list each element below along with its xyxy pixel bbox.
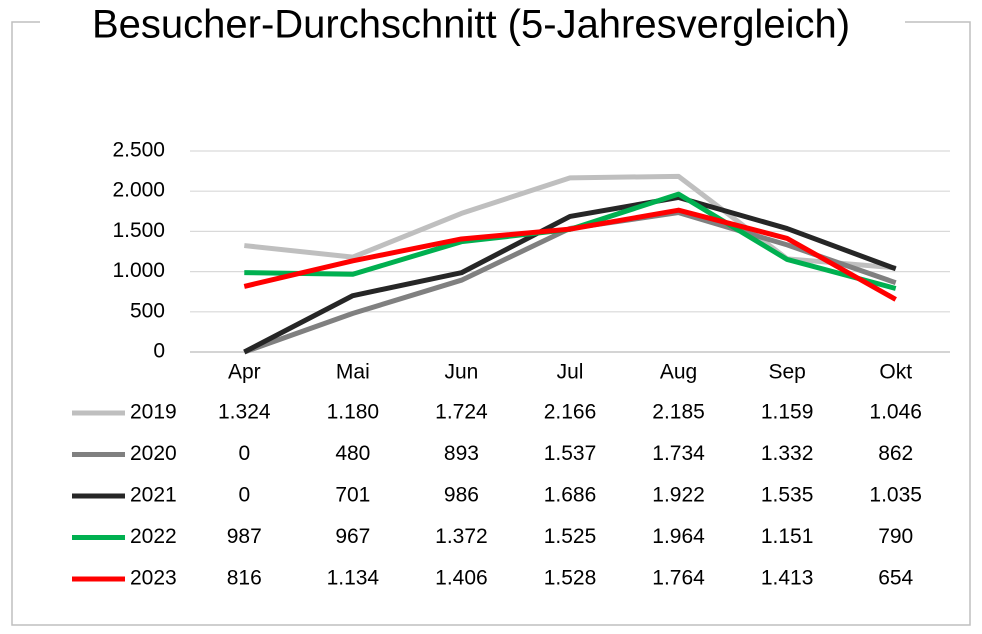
line [243,194,897,355]
chart-frame [11,21,971,626]
x-tick-label: Jun [444,361,478,384]
x-tick-label: Apr [228,361,261,384]
table-value: 1.332 [761,442,814,465]
table-value: 1.035 [869,484,922,507]
table-value: 1.151 [761,525,814,548]
table-value: 967 [335,525,370,548]
y-tick-label: 0 [153,340,165,363]
table-value: 0 [238,442,250,465]
table-value: 816 [227,567,262,590]
line [243,207,897,302]
x-tick-label: Okt [879,361,912,384]
legend-label: 2020 [130,442,177,465]
table-value: 1.537 [544,442,597,465]
legend-label: 2019 [130,401,177,424]
table-value: 480 [335,442,370,465]
table-value: 1.528 [544,567,597,590]
table-value: 987 [227,525,262,548]
table-value: 654 [878,567,913,590]
table-value: 862 [878,442,913,465]
x-tick-label: Sep [768,361,805,384]
table-value: 2.166 [544,401,597,424]
table-value: 1.686 [544,484,597,507]
table-value: 986 [444,484,479,507]
table-value: 1.922 [652,484,705,507]
x-tick-label: Jul [557,361,584,384]
chart-title: Besucher-Durchschnitt (5-Jahresvergleich… [92,3,850,47]
table-value: 1.964 [652,525,705,548]
line [244,191,897,291]
table-value: 2.185 [652,401,705,424]
table-value: 1.764 [652,567,705,590]
table-value: 1.046 [869,401,922,424]
table-value: 893 [444,442,479,465]
legend-label: 2023 [130,567,177,590]
x-tick-label: Mai [336,361,370,384]
table-value: 1.406 [435,567,488,590]
table-value: 1.324 [218,401,271,424]
table-value: 1.734 [652,442,705,465]
table-value: 1.134 [327,567,380,590]
x-tick-label: Aug [660,361,697,384]
line [244,173,896,271]
y-tick-label: 500 [130,299,165,322]
legend-label: 2022 [130,525,177,548]
legend-label: 2021 [130,484,177,507]
table-value: 1.180 [327,401,380,424]
table-value: 1.535 [761,484,814,507]
table-value: 790 [878,525,913,548]
table-value: 1.724 [435,401,488,424]
table-value: 0 [238,484,250,507]
y-tick-label: 2.000 [112,179,165,202]
table-value: 1.525 [544,525,597,548]
table-value: 1.372 [435,525,488,548]
y-tick-label: 1.000 [112,259,165,282]
y-tick-label: 2.500 [112,139,165,162]
y-tick-label: 1.500 [112,219,165,242]
table-value: 1.159 [761,401,814,424]
table-value: 701 [335,484,370,507]
table-value: 1.413 [761,567,814,590]
